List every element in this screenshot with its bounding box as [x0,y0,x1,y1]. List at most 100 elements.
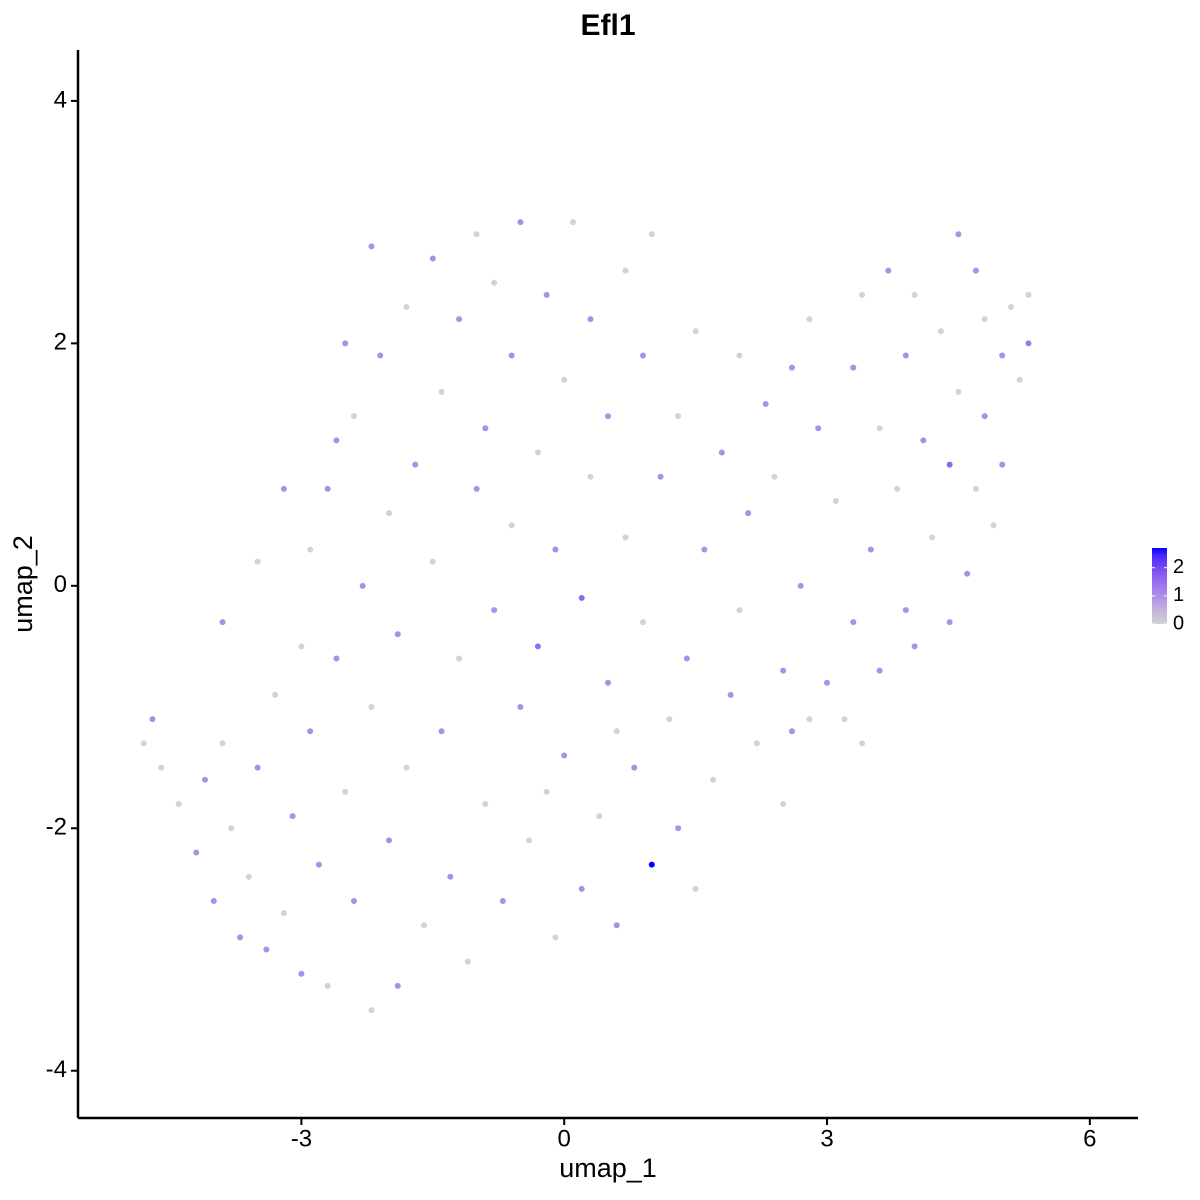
colorbar-tick-label: 0 [1173,612,1184,634]
point [307,728,314,735]
point [929,534,936,541]
point [534,643,541,650]
point [289,813,296,820]
point [578,885,585,892]
colorbar [1152,548,1167,624]
colorbar-tick-label: 2 [1173,556,1184,578]
point [832,497,839,504]
point [587,316,594,323]
point [622,267,629,274]
point [780,667,787,674]
point [368,704,375,711]
point [788,728,795,735]
point [806,316,813,323]
point [210,898,217,905]
point [613,728,620,735]
point [202,776,209,783]
point [315,861,322,868]
point [605,679,611,686]
point [473,485,480,492]
point [911,643,918,650]
point [473,231,480,238]
point [412,461,419,468]
point [675,413,682,420]
point [359,582,366,589]
point [543,788,550,795]
point [631,764,638,771]
point [324,982,331,989]
point [438,728,445,735]
point [158,764,165,771]
point [1025,340,1032,347]
point [605,413,611,420]
point [342,340,349,347]
point [298,970,305,977]
point [859,740,866,747]
point [280,910,287,917]
point [368,243,375,250]
point [394,631,401,638]
y-axis-label: umap_2 [8,535,38,633]
point [596,813,603,820]
point [850,364,857,371]
point [421,922,428,929]
point [140,740,147,747]
point [254,764,261,771]
point [578,594,585,601]
point [245,873,252,880]
x-tick-label: 3 [820,1125,833,1152]
point [859,291,866,298]
point [517,704,524,711]
point [902,607,909,614]
point [613,922,620,929]
point [850,619,857,626]
point [911,291,918,298]
point [736,607,743,614]
point [456,655,463,662]
point [990,522,997,529]
point [482,425,489,432]
point [806,716,813,723]
point [771,473,778,480]
point [456,316,463,323]
point [648,231,655,238]
y-tick-label: -2 [46,814,67,841]
point [727,691,734,698]
point [797,582,804,589]
point [964,570,971,577]
point [499,898,506,905]
point [780,801,787,808]
point [762,400,769,407]
point [333,655,340,662]
point [587,473,594,480]
point [1007,303,1014,310]
y-tick-label: 2 [54,329,67,356]
point [219,740,226,747]
point [946,619,953,626]
y-tick-label: 0 [54,571,67,598]
point [149,716,156,723]
point [999,461,1006,468]
point [701,546,708,553]
point [640,352,647,359]
point [902,352,909,359]
point [429,558,436,565]
point [946,461,953,468]
point [561,376,568,383]
point [876,425,883,432]
point [385,510,392,517]
point [254,558,261,565]
point [675,825,682,832]
point [350,898,357,905]
point [745,510,752,517]
point [394,982,401,989]
point [683,655,690,662]
point [710,776,717,783]
point [955,388,962,395]
point [876,667,883,674]
point [788,364,795,371]
point [692,885,699,892]
point [920,437,927,444]
